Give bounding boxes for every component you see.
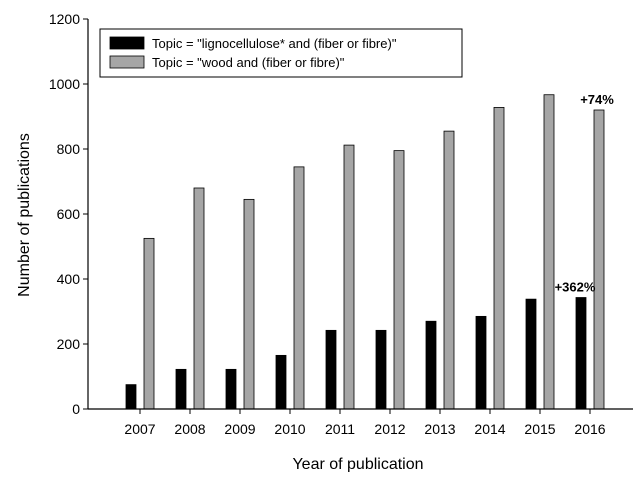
x-tick-label-2015: 2015 <box>524 421 555 437</box>
bar-wood-2013 <box>443 130 455 410</box>
x-tick-label-2011: 2011 <box>325 421 355 437</box>
legend-label-wood: Topic = "wood and (fiber or fibre)" <box>152 55 345 70</box>
bar-lignocellulose-2011 <box>325 329 337 410</box>
legend-swatch-lignocellulose <box>109 36 145 50</box>
bar-wood-2010 <box>293 166 305 410</box>
bar-wood-2007 <box>143 237 155 410</box>
bar-lignocellulose-2008 <box>175 368 187 410</box>
bar-wood-2016 <box>593 109 605 410</box>
x-tick-label-2012: 2012 <box>374 421 405 437</box>
y-tick-label: 1000 <box>49 76 80 92</box>
x-tick-label-2007: 2007 <box>124 421 155 437</box>
plot-area: +362% +74% <box>125 92 614 410</box>
bar-wood-2012 <box>393 150 405 410</box>
bar-lignocellulose-2013 <box>425 320 437 410</box>
annotation-lignocellulose-change: +362% <box>555 280 596 295</box>
annotation-wood-change: +74% <box>580 92 614 107</box>
x-tick-label-2014: 2014 <box>474 421 505 437</box>
bar-lignocellulose-2015 <box>525 298 537 410</box>
legend-label-lignocellulose: Topic = "lignocellulose* and (fiber or f… <box>152 36 397 51</box>
x-tick-label-2010: 2010 <box>274 421 305 437</box>
x-tick-label-2008: 2008 <box>174 421 205 437</box>
bar-lignocellulose-2012 <box>375 329 387 410</box>
bar-lignocellulose-2007 <box>125 384 137 410</box>
bar-lignocellulose-2016 <box>575 297 587 410</box>
y-tick-label: 600 <box>57 206 81 222</box>
x-tick-label-2009: 2009 <box>224 421 255 437</box>
bar-wood-2014 <box>493 107 505 410</box>
bar-wood-2008 <box>193 187 205 410</box>
bar-wood-2015 <box>543 94 555 410</box>
bar-lignocellulose-2014 <box>475 315 487 410</box>
bar-wood-2011 <box>343 144 355 410</box>
legend-swatch-wood <box>109 55 145 69</box>
y-tick-label: 400 <box>57 271 81 287</box>
bar-wood-2009 <box>243 198 255 410</box>
bar-lignocellulose-2010 <box>275 354 287 410</box>
y-tick-label: 0 <box>72 401 80 417</box>
x-axis-title: Year of publication <box>292 456 423 472</box>
y-tick-label: 200 <box>57 336 81 352</box>
legend: Topic = "lignocellulose* and (fiber or f… <box>99 28 463 78</box>
y-axis-title: Number of publications <box>16 133 33 297</box>
y-tick-label: 800 <box>57 141 81 157</box>
legend-box <box>99 28 463 78</box>
x-tick-label-2016: 2016 <box>574 421 605 437</box>
bar-lignocellulose-2009 <box>225 368 237 410</box>
y-tick-label: 1200 <box>49 11 80 27</box>
x-tick-label-2013: 2013 <box>424 421 455 437</box>
axes: 0 200 400 600 800 1000 1200 2007 2008 2009 2010 201… <box>49 11 633 437</box>
